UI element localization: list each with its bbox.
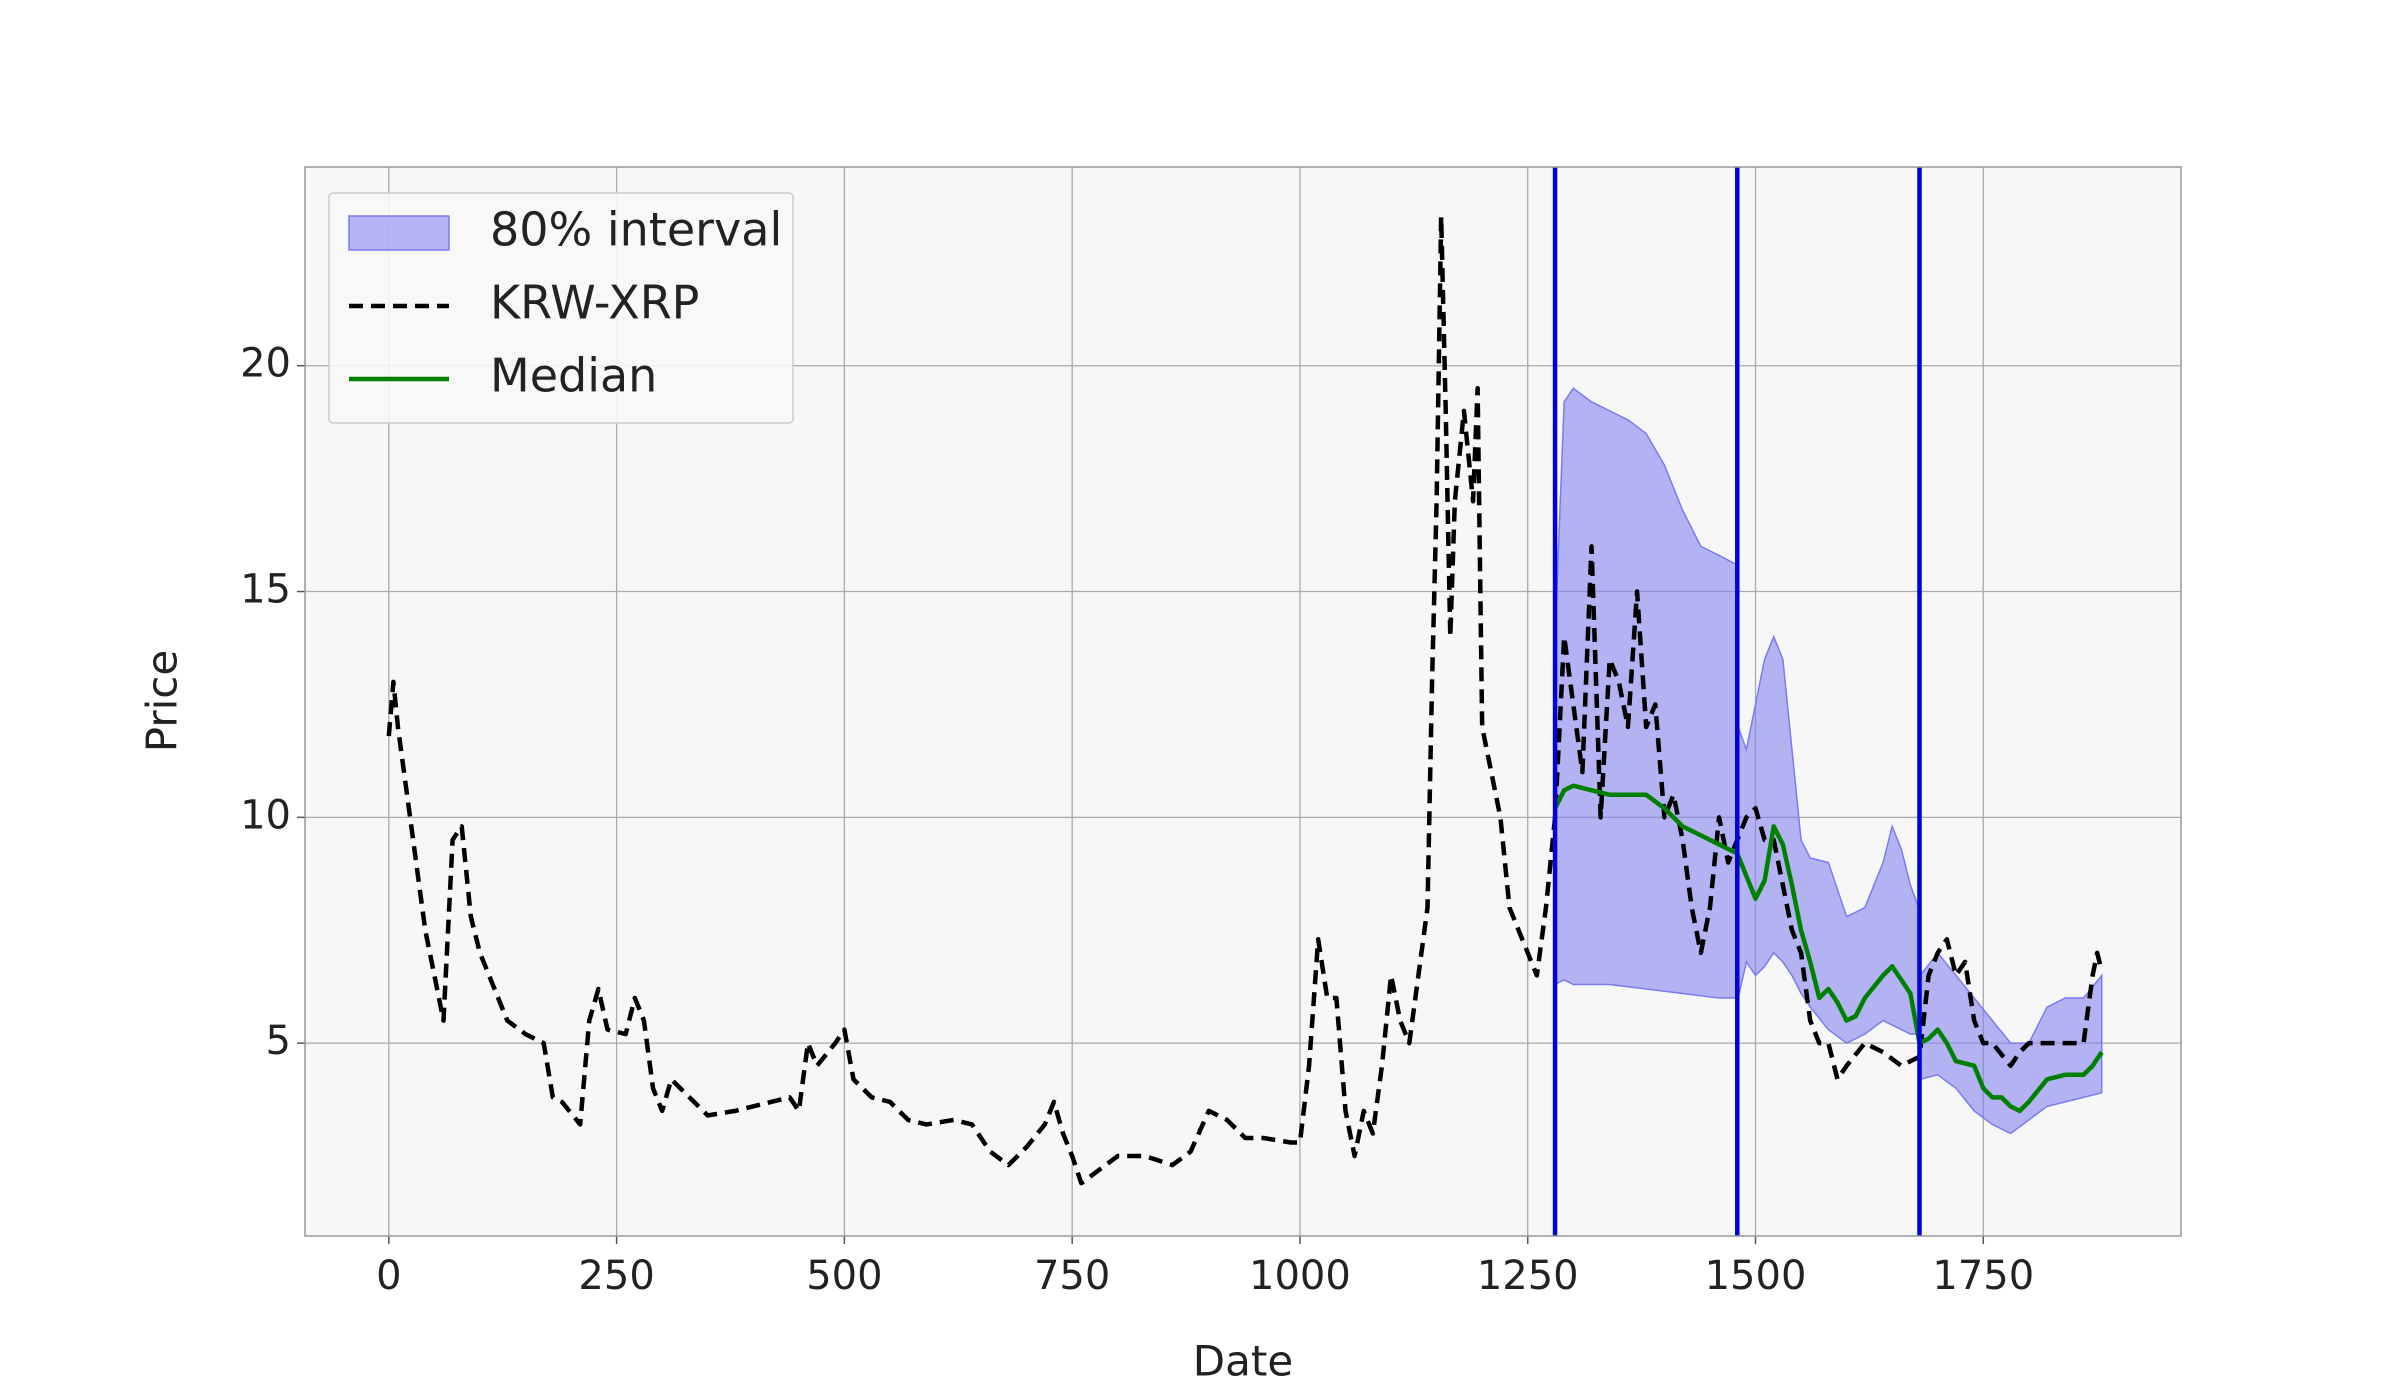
x-tick-label: 1250	[1477, 1253, 1579, 1299]
legend: 80% interval KRW-XRP Median	[328, 192, 794, 424]
legend-swatch	[348, 215, 450, 251]
legend-label: 80% interval	[490, 203, 782, 257]
x-tick-label: 500	[806, 1253, 882, 1299]
x-tick-label: 1000	[1249, 1253, 1351, 1299]
series-line	[1553, 783, 2104, 1114]
x-tick-label: 0	[376, 1253, 401, 1299]
y-tick-label: 5	[266, 1018, 291, 1064]
legend-label: KRW-XRP	[490, 276, 699, 330]
series-line	[386, 214, 2104, 1186]
x-tick-label: 1750	[1932, 1253, 2034, 1299]
x-tick-label: 1500	[1705, 1253, 1807, 1299]
x-tick-label: 250	[578, 1253, 654, 1299]
legend-label: Median	[490, 349, 657, 403]
plot-frame	[304, 166, 2182, 1237]
y-tick-label: 10	[240, 792, 291, 838]
y-axis-label: Price	[138, 650, 187, 752]
plot-area	[386, 214, 2104, 1186]
x-tick-label: 750	[1034, 1253, 1110, 1299]
y-tick-label: 15	[240, 567, 291, 613]
y-tick-label: 20	[240, 341, 291, 387]
x-axis-label: Date	[1193, 1337, 1293, 1386]
